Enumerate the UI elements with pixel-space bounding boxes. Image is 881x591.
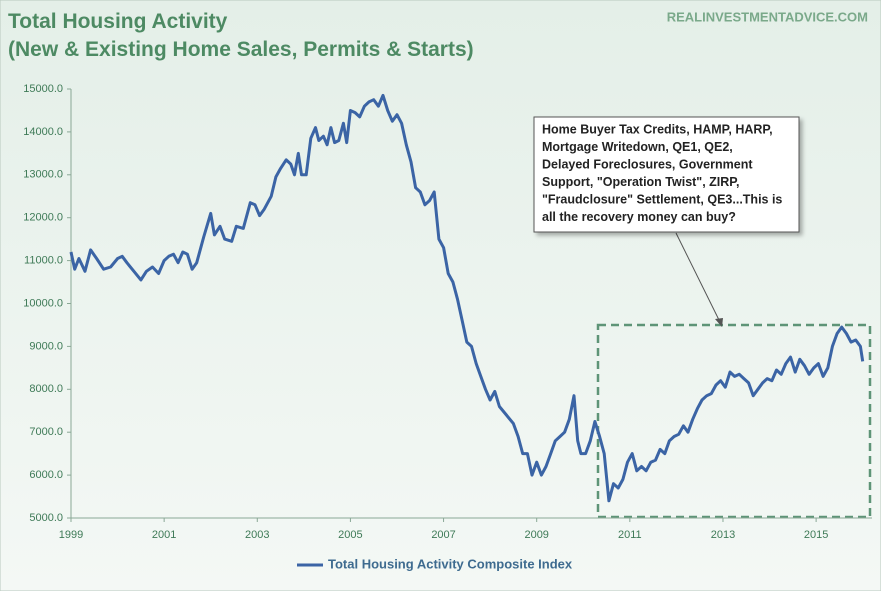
- x-tick-label: 2009: [524, 529, 548, 541]
- y-tick-label: 6000.0: [29, 469, 63, 481]
- y-tick-label: 8000.0: [29, 383, 63, 395]
- annotation-line: all the recovery money can buy?: [542, 210, 736, 224]
- x-tick-label: 2007: [431, 529, 455, 541]
- y-tick-label: 9000.0: [29, 340, 63, 352]
- y-tick-label: 11000.0: [24, 255, 63, 267]
- series-line: [69, 93, 865, 503]
- annotation-line: Home Buyer Tax Credits, HAMP, HARP,: [542, 122, 773, 136]
- x-tick-label: 2005: [338, 529, 362, 541]
- y-tick-label: 12000.0: [23, 212, 63, 224]
- x-tick-label: 2011: [618, 529, 642, 541]
- y-tick-label: 5000.0: [29, 512, 63, 524]
- y-tick-label: 15000.0: [23, 83, 63, 95]
- chart-title: Total Housing Activity: [8, 10, 228, 33]
- arrow-head: [715, 318, 723, 327]
- x-tick-label: 2001: [152, 529, 176, 541]
- annotation-line: Mortgage Writedown, QE1, QE2,: [542, 140, 733, 154]
- source: REALINVESTMENTADVICE.COM: [667, 9, 868, 24]
- legend-label: Total Housing Activity Composite Index: [328, 556, 573, 571]
- annotation-line: "Fraudclosure" Settlement, QE3...This is: [542, 192, 782, 206]
- x-tick-label: 2003: [245, 529, 269, 541]
- x-tick-label: 2015: [804, 529, 828, 541]
- y-tick-label: 14000.0: [23, 126, 63, 138]
- arrow: [675, 232, 721, 323]
- highlight-box: [596, 323, 872, 519]
- x-tick-label: 2013: [711, 529, 735, 541]
- y-tick-label: 10000.0: [23, 297, 63, 309]
- y-tick-label: 13000.0: [23, 169, 63, 181]
- annotation-line: Delayed Foreclosures, Government: [542, 157, 753, 171]
- annotation-box: [533, 116, 800, 233]
- x-tick-label: 1999: [59, 529, 83, 541]
- annotation: Home Buyer Tax Credits, HAMP, HARP, Mortg…: [542, 122, 782, 224]
- y-tick-label: 7000.0: [29, 426, 63, 438]
- annotation-line: Support, "Operation Twist", ZIRP,: [542, 175, 740, 189]
- chart-subtitle: (New & Existing Home Sales, Permits & St…: [8, 38, 474, 61]
